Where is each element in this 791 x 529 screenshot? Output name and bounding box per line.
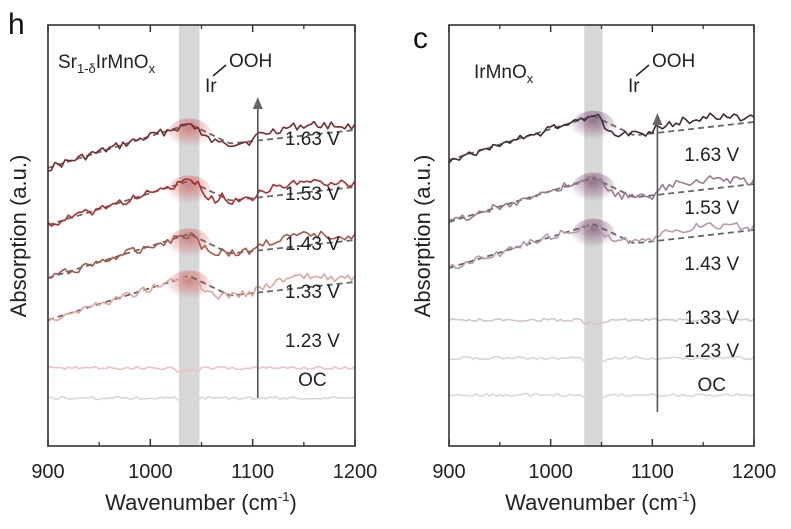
series-label: 1.43 V	[285, 234, 340, 255]
annotation-bond	[635, 64, 650, 77]
annotation-metal: Ir	[205, 76, 217, 97]
series-label: OC	[298, 370, 327, 391]
series-label: 1.53 V	[684, 198, 739, 219]
series-label: 1.33 V	[684, 308, 739, 329]
spectrum-163V	[448, 112, 755, 164]
fit-curve-163V	[47, 123, 356, 169]
spectrum-123V	[47, 365, 356, 373]
fit-curve-163V	[448, 115, 755, 161]
x-ticks	[448, 25, 755, 446]
potential-arrow	[652, 113, 663, 412]
panel-letter: h	[8, 8, 25, 41]
annotation-group: OOH	[229, 51, 272, 72]
panel-letter: c	[413, 22, 428, 55]
x-tick-labels: 900 1000 1100 1200	[31, 461, 377, 483]
series-labels: 1.63 V 1.53 V 1.43 V 1.33 V 1.23 V OC	[285, 129, 340, 391]
x-ticks	[47, 25, 356, 446]
series-label: 1.63 V	[285, 129, 340, 150]
annotation-bond	[212, 64, 227, 77]
x-axis-label: Wavenumber (cm-1)	[505, 489, 697, 515]
x-tick-label: 1100	[631, 461, 674, 483]
spectrum-153V	[448, 175, 755, 221]
spectra-group	[448, 110, 755, 399]
fit-curve-133V	[47, 275, 356, 321]
x-tick-label: 900	[31, 461, 64, 483]
sample-name-label: IrMnOx	[474, 62, 534, 86]
series-label: 1.23 V	[684, 341, 739, 362]
x-tick-label: 1100	[231, 461, 274, 483]
panel-c: c 900 1000 1100 1200 IrMnOx Ir OOH Wavenumb…	[410, 22, 776, 515]
peak-glow	[167, 175, 212, 208]
series-labels: 1.63 V 1.53 V 1.43 V 1.33 V 1.23 V OC	[684, 145, 739, 396]
spectrum-123V	[448, 355, 755, 363]
spectrum-133V	[448, 317, 755, 326]
potential-arrow	[252, 97, 263, 398]
spectrum-133V	[47, 272, 356, 323]
x-tick-labels: 900 1000 1100 1200	[432, 461, 776, 483]
spectrum-143V	[448, 219, 755, 269]
series-label: 1.53 V	[285, 184, 340, 205]
x-tick-label: 1000	[528, 461, 573, 483]
series-label: OC	[697, 375, 726, 396]
ir-ooh-annotation: Ir OOH	[628, 51, 695, 97]
fit-curve-153V	[448, 177, 755, 223]
spectrum-OC	[448, 392, 755, 399]
spectrum-153V	[47, 178, 356, 227]
series-label: 1.63 V	[684, 145, 739, 166]
x-axis-label: Wavenumber (cm-1)	[105, 489, 297, 515]
fit-curve-143V	[448, 223, 755, 269]
x-tick-label: 1000	[128, 461, 173, 483]
arrow-head	[652, 113, 663, 125]
x-tick-label: 900	[432, 461, 465, 483]
ir-ooh-annotation: Ir OOH	[205, 51, 272, 97]
spectrum-OC	[47, 395, 356, 404]
panel-h: h 900 1000 1100 1200 Sr1-δIrMnOx Ir OOH Wav…	[6, 8, 377, 515]
peak-glow	[167, 118, 212, 151]
peak-glow	[167, 228, 212, 261]
annotation-metal: Ir	[628, 76, 640, 97]
series-label: 1.33 V	[285, 282, 340, 303]
series-label: 1.43 V	[684, 254, 739, 275]
x-tick-label: 1200	[732, 461, 777, 483]
annotation-group: OOH	[652, 51, 695, 72]
sample-name-label: Sr1-δIrMnOx	[58, 52, 156, 76]
series-label: 1.23 V	[285, 331, 340, 352]
spectra-group	[47, 118, 356, 404]
peak-glow	[167, 270, 212, 303]
y-axis-label: Absorption (a.u.)	[410, 155, 435, 318]
x-tick-label: 1200	[333, 461, 378, 483]
spectrum-143V	[47, 230, 356, 279]
y-axis-label: Absorption (a.u.)	[6, 155, 31, 318]
arrow-head	[252, 97, 263, 109]
spectrum-163V	[47, 120, 356, 172]
